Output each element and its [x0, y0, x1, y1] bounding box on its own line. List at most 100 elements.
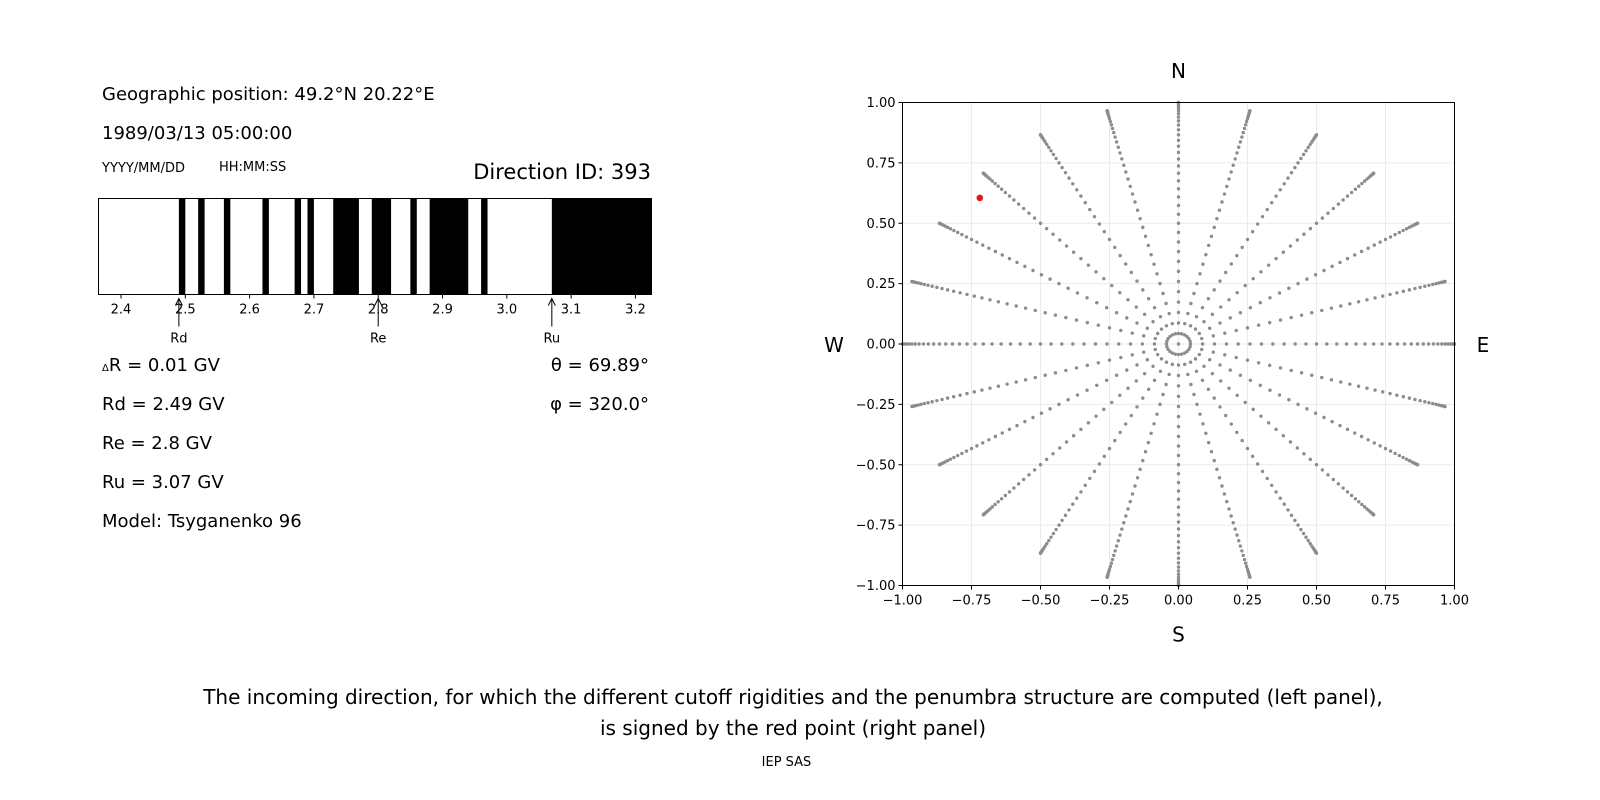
direction-point — [1119, 328, 1123, 333]
direction-point — [1119, 355, 1123, 360]
direction-point — [1008, 342, 1013, 346]
ru-value: Ru = 3.07 GV — [102, 472, 224, 493]
direction-point — [1245, 446, 1250, 451]
direction-point — [1064, 440, 1069, 444]
direction-point — [975, 444, 979, 448]
direction-point — [1206, 243, 1211, 248]
direction-point — [1138, 467, 1142, 472]
direction-point — [1167, 372, 1171, 377]
phi-value: φ = 320.0° — [550, 394, 649, 415]
direction-point — [1140, 342, 1145, 346]
direction-point — [1151, 320, 1155, 324]
direction-point — [1045, 142, 1049, 147]
direction-point — [1304, 342, 1308, 346]
footer-label: IEP SAS — [761, 755, 812, 770]
direction-point — [1289, 170, 1294, 175]
direction-point — [1134, 379, 1138, 383]
direction-point — [1446, 342, 1450, 346]
forbidden-band-3 — [262, 198, 269, 295]
direction-point — [1240, 245, 1244, 250]
direction-point — [1118, 290, 1122, 295]
direction-point — [1215, 467, 1219, 472]
direction-point — [1176, 249, 1181, 254]
direction-point — [1248, 575, 1252, 579]
direction-point — [1182, 333, 1187, 337]
direction-point — [1176, 394, 1181, 398]
direction-point — [1359, 249, 1364, 254]
direction-point — [1235, 253, 1239, 258]
direction-point — [1409, 342, 1413, 346]
direction-point — [981, 171, 986, 175]
direction-point — [1176, 203, 1181, 208]
direction-point — [1031, 415, 1035, 420]
direction-point — [1176, 221, 1181, 225]
direction-point — [1200, 347, 1204, 352]
direction-point — [1338, 423, 1342, 428]
direction-point — [1371, 171, 1376, 175]
direction-point — [1142, 334, 1146, 338]
direction-point — [951, 289, 956, 293]
direction-point — [1152, 378, 1157, 383]
direction-point — [1066, 398, 1070, 402]
direction-point — [1229, 170, 1233, 174]
direction-point — [1096, 361, 1101, 365]
direction-point — [1158, 369, 1163, 373]
direction-point — [1079, 194, 1083, 198]
direction-point — [1293, 342, 1297, 346]
direction-point — [1176, 115, 1181, 119]
direction-point — [1299, 371, 1304, 375]
penumbra-ticks: 2.4 2.5 2.6 2.7 2.8 2.9 3.0 3.1 3.2 — [111, 294, 646, 318]
direction-point — [1079, 427, 1083, 432]
direction-point — [1296, 402, 1300, 407]
direction-point — [1348, 302, 1352, 306]
direction-point — [1146, 387, 1151, 391]
direction-point — [1267, 320, 1272, 325]
direction-point — [1128, 342, 1133, 346]
direction-point — [1167, 311, 1171, 316]
direction-point — [1366, 438, 1370, 442]
direction-point — [1270, 483, 1274, 487]
direction-point — [1295, 446, 1300, 450]
direction-point — [1238, 544, 1243, 548]
direction-point — [1129, 270, 1134, 275]
direction-point — [1299, 156, 1303, 161]
direction-point — [1308, 541, 1312, 546]
direction-point — [1227, 507, 1231, 511]
direction-point — [1434, 281, 1438, 286]
marker-label-re: Re — [370, 332, 386, 347]
direction-point — [1186, 311, 1190, 316]
direction-point — [1248, 378, 1253, 383]
direction-point — [1176, 551, 1181, 555]
direction-point — [1274, 490, 1278, 494]
direction-point — [1063, 513, 1068, 518]
direction-point — [1325, 342, 1329, 346]
compass-south: S — [1172, 623, 1185, 647]
direction-point — [1145, 358, 1150, 362]
direction-point — [917, 342, 921, 346]
direction-point — [1278, 496, 1282, 500]
direction-point — [1155, 331, 1160, 336]
direction-point — [1021, 477, 1026, 482]
direction-point — [1113, 438, 1117, 443]
direction-point — [1240, 549, 1244, 553]
direction-point — [1064, 244, 1069, 248]
direction-point — [1305, 277, 1309, 281]
direction-point — [1176, 111, 1181, 116]
direction-point — [1067, 176, 1071, 180]
direction-point — [1176, 545, 1181, 550]
theta-value: θ = 69.89° — [550, 355, 649, 376]
direction-point — [1102, 407, 1106, 412]
direction-point — [1301, 152, 1306, 157]
penumbra-tick-label: 2.7 — [304, 303, 325, 318]
direction-point — [1204, 431, 1208, 435]
direction-point — [1248, 109, 1252, 113]
direction-point — [1195, 281, 1199, 286]
direction-point — [1235, 290, 1239, 295]
direction-point — [1242, 126, 1247, 131]
penumbra-tick-label: 2.5 — [175, 303, 196, 318]
direction-point — [1265, 476, 1269, 481]
direction-point — [969, 446, 974, 451]
direction-point — [1259, 270, 1263, 274]
direction-point — [1129, 413, 1134, 418]
direction-point — [1201, 422, 1205, 426]
